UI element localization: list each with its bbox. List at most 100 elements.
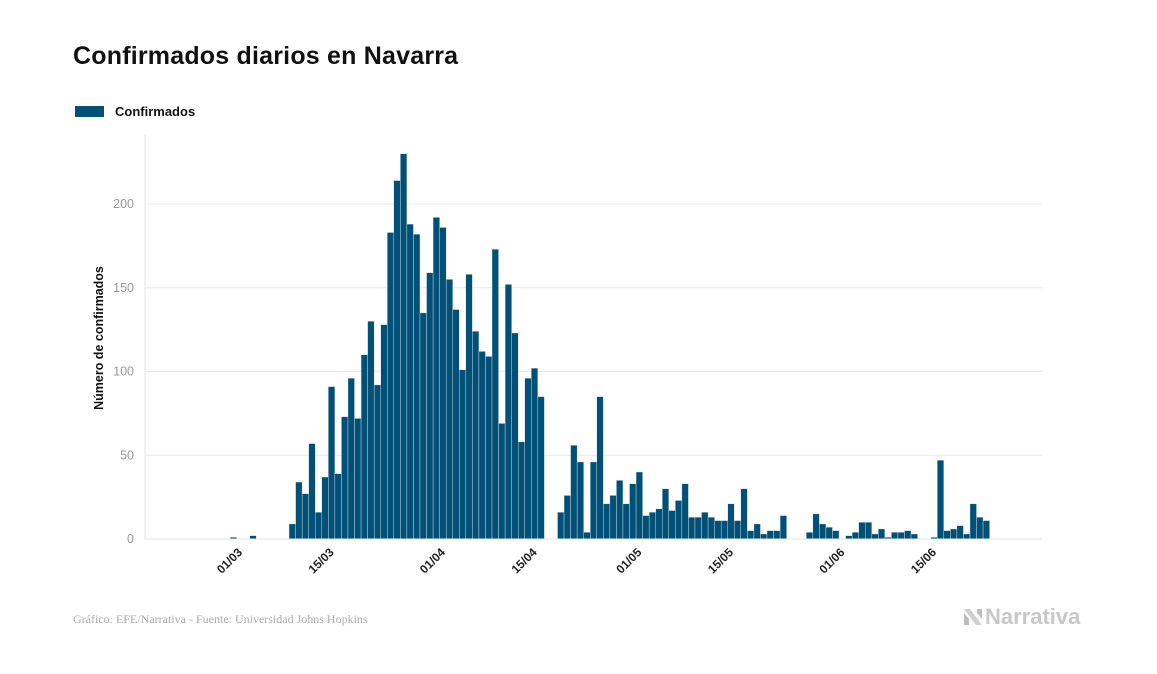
bar bbox=[891, 532, 899, 540]
bar bbox=[753, 523, 761, 540]
bar bbox=[982, 520, 990, 540]
bar bbox=[963, 533, 971, 540]
bar bbox=[747, 530, 755, 540]
x-tick-label: 15/05 bbox=[705, 545, 736, 576]
bar bbox=[681, 483, 689, 540]
bar bbox=[701, 512, 709, 540]
bar bbox=[249, 535, 257, 540]
bar bbox=[812, 513, 820, 540]
bar bbox=[354, 418, 362, 540]
x-tick-label: 01/06 bbox=[816, 545, 847, 576]
bar bbox=[583, 532, 591, 540]
bar bbox=[937, 460, 944, 540]
bar bbox=[445, 279, 453, 540]
x-tick-label: 01/04 bbox=[417, 545, 448, 576]
bar bbox=[865, 522, 872, 540]
bar bbox=[439, 227, 447, 540]
bar bbox=[295, 481, 303, 540]
bar bbox=[727, 503, 735, 540]
bar bbox=[596, 396, 604, 540]
bar bbox=[459, 369, 467, 540]
bar bbox=[419, 312, 427, 540]
bar bbox=[688, 517, 696, 540]
bar bbox=[531, 367, 539, 540]
bar bbox=[616, 480, 624, 540]
bar bbox=[655, 508, 663, 540]
bar bbox=[969, 503, 977, 540]
bar bbox=[491, 249, 499, 540]
y-tick-label: 50 bbox=[120, 448, 134, 462]
y-tick-label: 0 bbox=[127, 532, 134, 546]
bar bbox=[825, 527, 833, 540]
bar bbox=[779, 515, 787, 540]
bar bbox=[819, 523, 827, 540]
bar bbox=[511, 332, 519, 540]
x-tick-label: 01/03 bbox=[214, 545, 245, 576]
bar bbox=[432, 217, 440, 540]
bar bbox=[308, 443, 316, 540]
bar bbox=[570, 445, 578, 540]
bar bbox=[622, 503, 630, 540]
bar bbox=[878, 528, 886, 540]
legend: Confirmados bbox=[75, 104, 195, 119]
bar bbox=[485, 356, 493, 540]
bar bbox=[976, 517, 984, 540]
x-tick-label: 15/04 bbox=[509, 545, 540, 576]
bar bbox=[406, 223, 414, 540]
bar bbox=[373, 384, 381, 540]
bar bbox=[472, 331, 480, 540]
bar bbox=[629, 483, 637, 540]
bar bbox=[675, 500, 683, 540]
bar bbox=[943, 530, 951, 540]
bar bbox=[832, 530, 840, 540]
y-tick-label: 200 bbox=[113, 197, 134, 211]
narrativa-logo-icon bbox=[964, 609, 982, 625]
logo-text: Narrativa bbox=[985, 604, 1081, 629]
bar bbox=[694, 517, 702, 540]
y-axis-label: Número de confirmados bbox=[92, 266, 106, 410]
legend-label: Confirmados bbox=[115, 104, 196, 119]
bar bbox=[321, 476, 329, 540]
bar bbox=[904, 530, 912, 540]
bar bbox=[707, 517, 715, 540]
bar bbox=[328, 386, 336, 540]
bar bbox=[720, 520, 728, 540]
bar bbox=[288, 523, 296, 540]
bar bbox=[498, 423, 506, 540]
bar bbox=[734, 520, 742, 540]
bar bbox=[537, 396, 545, 540]
bar bbox=[910, 533, 918, 540]
legend-swatch bbox=[75, 106, 104, 117]
bar bbox=[334, 473, 342, 540]
bar bbox=[642, 515, 650, 540]
bar bbox=[845, 535, 853, 540]
bar bbox=[740, 488, 748, 540]
bar bbox=[360, 354, 368, 540]
bar bbox=[524, 378, 532, 540]
bar bbox=[766, 530, 774, 540]
bar bbox=[668, 510, 676, 540]
x-tick-label: 15/06 bbox=[908, 545, 939, 576]
bar bbox=[576, 461, 584, 540]
narrativa-logo: Narrativa bbox=[963, 604, 1080, 630]
bar bbox=[950, 528, 958, 540]
bar bbox=[400, 153, 408, 540]
bar bbox=[590, 461, 597, 540]
bar bbox=[478, 351, 486, 540]
bar bbox=[341, 416, 349, 540]
bar bbox=[557, 512, 565, 540]
bar bbox=[760, 533, 768, 540]
bar bbox=[347, 378, 355, 540]
bar bbox=[851, 532, 859, 540]
chart-title: Confirmados diarios en Navarra bbox=[73, 42, 459, 70]
bar bbox=[504, 284, 512, 540]
bar bbox=[301, 493, 309, 540]
y-tick-label: 100 bbox=[113, 365, 134, 379]
bar bbox=[603, 503, 611, 540]
y-tick-label: 150 bbox=[113, 281, 134, 295]
bar bbox=[871, 533, 879, 540]
x-tick-label: 15/03 bbox=[306, 545, 337, 576]
source-credit: Gráfico: EFE/Narrativa - Fuente: Univers… bbox=[73, 612, 368, 626]
bar bbox=[714, 520, 722, 540]
